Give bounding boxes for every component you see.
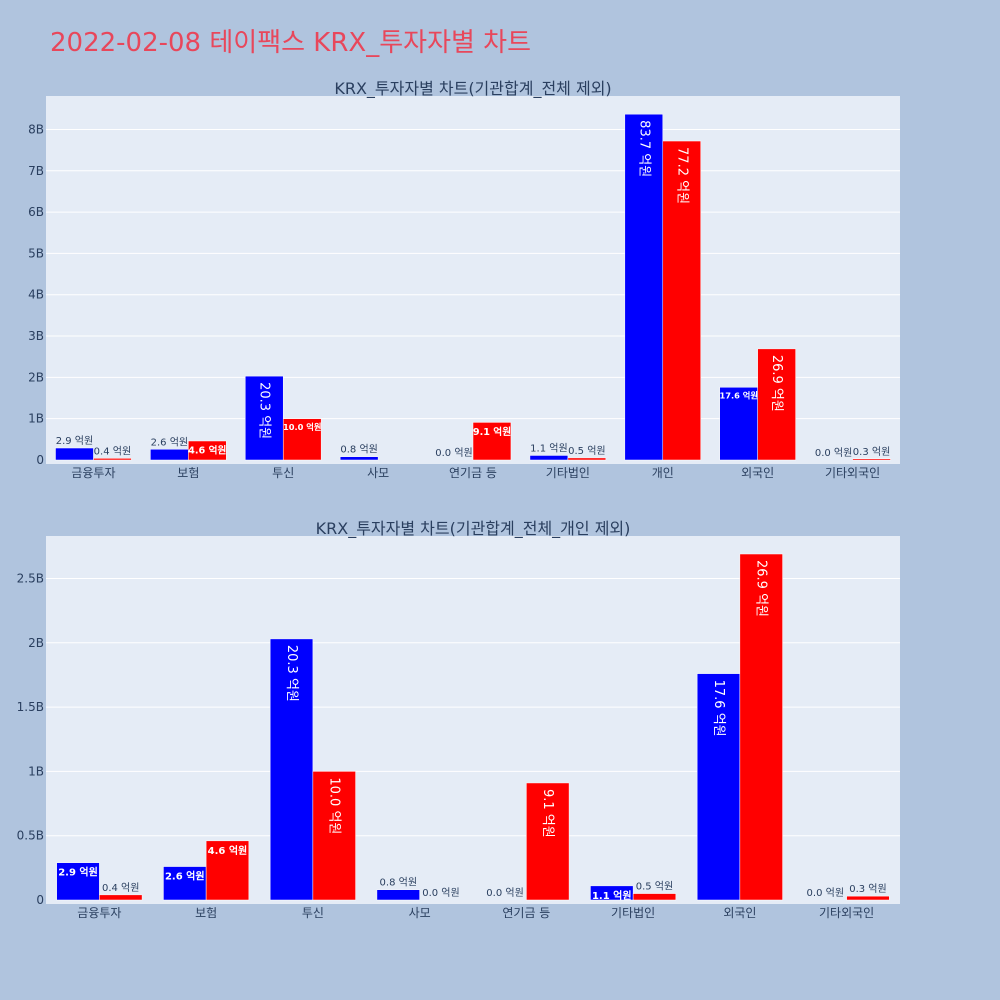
- buy-bar: [55, 447, 94, 461]
- sell-bar: [846, 895, 890, 901]
- buy-bar: [163, 866, 207, 901]
- data-label: 9.1 억원: [473, 426, 511, 438]
- y-tick-label: 6B: [28, 205, 44, 219]
- sell-bar: [757, 348, 796, 461]
- sell-bar: [662, 140, 701, 461]
- x-tick-label: 투신: [272, 466, 294, 480]
- data-label: 77.2 억원: [674, 147, 689, 204]
- data-label: 4.6 억원: [208, 844, 248, 857]
- buy-bar: [56, 862, 100, 901]
- buy-bar: [245, 375, 284, 461]
- buy-bar: [339, 456, 379, 461]
- data-label: 10.0 억원: [327, 777, 342, 834]
- data-label: 0.4 억원: [94, 445, 131, 457]
- sell-bar: [282, 418, 322, 461]
- data-label: 0.5 억원: [568, 445, 605, 457]
- x-tick-label: 보험: [177, 466, 199, 480]
- y-tick-label: 2B: [28, 636, 44, 650]
- data-label: 0.8 억원: [340, 444, 377, 456]
- x-tick-label: 금융투자: [71, 466, 115, 480]
- x-tick-label: 투신: [302, 906, 324, 920]
- x-tick-label: 보험: [195, 906, 217, 920]
- data-label: 1.1 억원: [592, 889, 632, 902]
- data-label: 17.6 억원: [719, 391, 757, 401]
- data-label: 2.9 억원: [58, 866, 98, 879]
- chart-title: KRX_투자자별 차트(기관합계_전체 제외): [334, 79, 611, 99]
- y-tick-label: 1B: [28, 764, 44, 778]
- buy-bar: [624, 113, 664, 461]
- x-tick-label: 기타외국인: [819, 906, 874, 920]
- y-tick-label: 1B: [28, 412, 44, 426]
- buy-bar: [719, 387, 758, 461]
- sell-bar: [188, 440, 227, 461]
- data-label: 0.8 억원: [380, 877, 417, 889]
- data-label: 0.0 억원: [807, 887, 844, 899]
- data-label: 0.3 억원: [853, 446, 890, 458]
- chart-title: KRX_투자자별 차트(기관합계_전체_개인 제외): [316, 519, 631, 539]
- data-label: 0.0 억원: [435, 447, 472, 459]
- x-tick-label: 외국인: [723, 906, 756, 920]
- data-label: 0.4 억원: [102, 882, 139, 894]
- data-label: 0.0 억원: [815, 447, 852, 459]
- data-label: 2.6 억원: [165, 870, 205, 883]
- chart-2: 0 0.5B 1B 1.5B 2B 2.5B KRX_투자자별 차트(기관합계_전체_개인 …: [17, 519, 900, 920]
- data-label: 17.6 억원: [711, 680, 726, 737]
- buy-bar: [590, 885, 634, 901]
- sell-bar: [99, 894, 143, 901]
- buy-bar: [529, 455, 569, 461]
- y-tick-label: 5B: [28, 246, 44, 260]
- x-tick-label: 사모: [409, 906, 431, 920]
- data-label: 1.1 억원: [530, 442, 567, 454]
- data-label: 0.0 억원: [422, 887, 459, 899]
- sell-bar: [567, 457, 607, 461]
- data-label: 0.3 억원: [849, 883, 886, 895]
- buy-bar: [376, 889, 420, 901]
- sell-bar: [632, 893, 677, 901]
- sell-bar: [739, 553, 783, 901]
- data-label: 20.3 억원: [284, 645, 299, 702]
- y-tick-label: 8B: [28, 122, 44, 136]
- y-tick-label: 1.5B: [17, 700, 44, 714]
- data-label: 0.0 억원: [486, 887, 523, 899]
- sell-bar: [312, 771, 356, 901]
- y-tick-label: 0: [36, 453, 44, 467]
- buy-bar: [150, 449, 189, 461]
- sell-bar: [526, 782, 570, 901]
- data-label: 0.5 억원: [636, 881, 673, 893]
- chart-1: 0 1B 2B 3B 4B 5B 6B 7B 8B KRX_투자자별 차트(기관합계_전체 제외)…: [28, 79, 900, 480]
- y-tick-label: 2B: [28, 370, 44, 384]
- data-label: 2.9 억원: [56, 435, 93, 447]
- x-tick-label: 기타법인: [611, 906, 655, 920]
- data-label: 83.7 억원: [636, 120, 651, 177]
- x-tick-label: 연기금 등: [449, 466, 497, 480]
- sell-bar: [852, 458, 891, 461]
- buy-bar: [696, 673, 741, 901]
- data-label: 26.9 억원: [754, 560, 769, 617]
- data-label: 10.0 억원: [283, 422, 321, 432]
- data-label: 2.6 억원: [151, 436, 188, 448]
- data-label: 26.9 억원: [769, 355, 784, 412]
- y-tick-label: 0.5B: [17, 829, 44, 843]
- y-tick-label: 2.5B: [17, 571, 44, 585]
- x-tick-label: 연기금 등: [502, 906, 550, 920]
- x-tick-label: 외국인: [741, 466, 774, 480]
- y-tick-label: 3B: [28, 329, 44, 343]
- x-tick-label: 기타외국인: [825, 466, 880, 480]
- y-tick-label: 4B: [28, 288, 44, 302]
- data-label: 4.6 억원: [188, 445, 226, 457]
- x-tick-label: 개인: [652, 466, 674, 480]
- data-label: 9.1 억원: [540, 789, 555, 838]
- y-tick-label: 7B: [28, 164, 44, 178]
- y-tick-label: 0: [36, 893, 44, 907]
- x-tick-label: 금융투자: [77, 906, 121, 920]
- x-tick-label: 사모: [367, 466, 389, 480]
- sell-bar: [472, 422, 512, 461]
- sell-bar: [205, 840, 250, 901]
- buy-bar: [269, 638, 314, 901]
- x-tick-label: 기타법인: [546, 466, 590, 480]
- sell-bar: [93, 458, 132, 461]
- data-label: 20.3 억원: [257, 382, 272, 439]
- page-title: 2022-02-08 테이팩스 KRX_투자자별 차트: [50, 28, 532, 58]
